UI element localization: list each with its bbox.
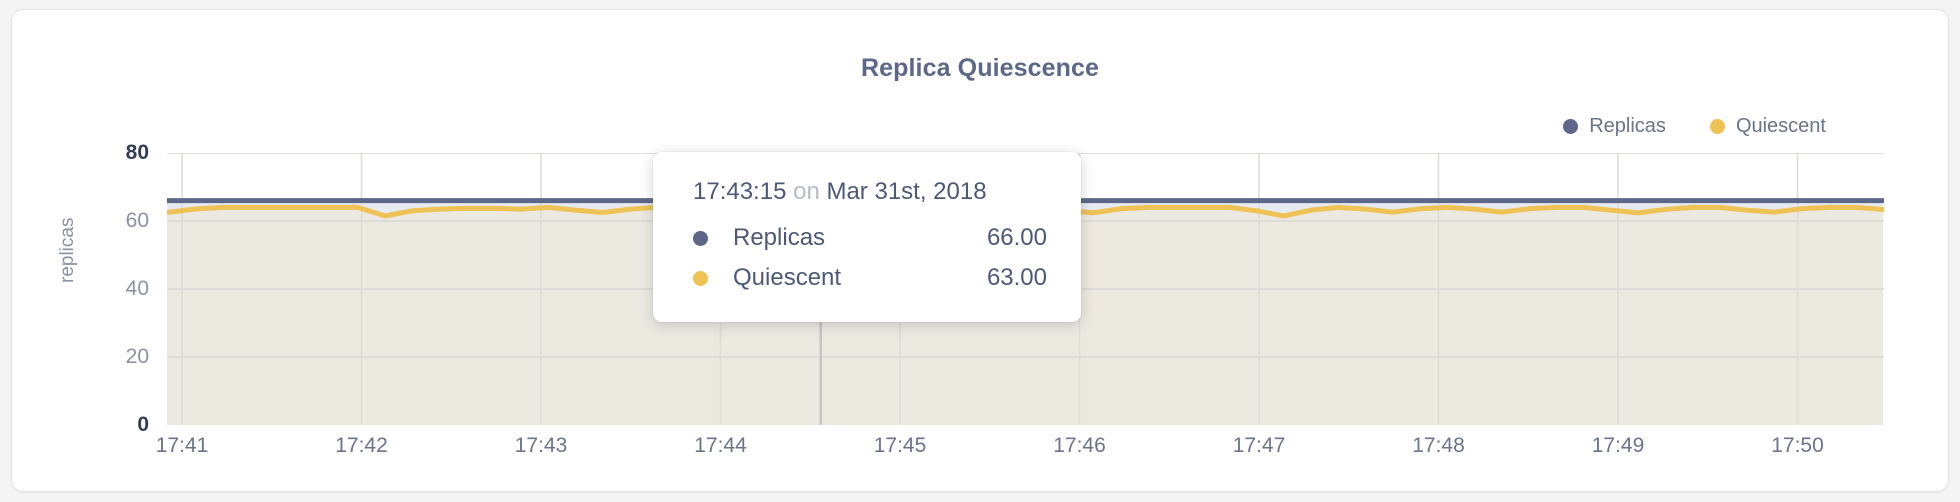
tooltip-series-name: Quiescent [733,264,842,291]
tooltip-date: Mar 31st, 2018 [826,178,987,205]
tooltip-series-value: 66.00 [986,224,1047,251]
legend-label: Replicas [1589,115,1666,137]
tooltip-series-name: Replicas [733,224,826,251]
tooltip-conjunction: on [793,178,820,205]
chart-legend: Replicas Quiescent [1563,115,1826,138]
legend-label: Quiescent [1735,115,1826,137]
y-axis-title: replicas [57,217,78,283]
series-dot-icon [693,230,708,246]
hover-tooltip: 17:43:15 on Mar 31st, 2018 Replicas 66.0… [653,152,1081,322]
x-tick-label: 17:48 [1412,434,1465,457]
tooltip-row-replicas: Replicas 66.00 [693,218,1047,258]
x-tick-label: 17:41 [155,434,209,457]
legend-dot-icon [1709,119,1725,134]
y-tick-label: 20 [125,345,149,368]
x-tick-label: 17:42 [335,434,388,457]
tooltip-time: 17:43:15 [693,178,787,205]
y-tick-label: 0 [137,413,149,436]
y-tick-label: 60 [125,209,149,232]
legend-item-replicas[interactable]: Replicas [1563,115,1666,138]
x-tick-label: 17:44 [694,434,747,457]
tooltip-timestamp: 17:43:15 on Mar 31st, 2018 [693,178,1047,206]
x-tick-label: 17:49 [1591,434,1645,457]
legend-item-quiescent[interactable]: Quiescent [1709,115,1826,138]
x-tick-label: 17:50 [1771,434,1824,457]
y-tick-label: 40 [125,277,149,300]
x-tick-label: 17:46 [1053,434,1106,457]
series-dot-icon [693,270,708,286]
x-tick-label: 17:45 [873,434,927,457]
x-tick-label: 17:43 [514,434,568,457]
chart-title: Replica Quiescence [860,54,1100,82]
y-tick-label: 80 [125,141,149,164]
tooltip-series-value: 63.00 [986,264,1047,291]
tooltip-row-quiescent: Quiescent 63.00 [693,258,1047,298]
chart-card: Replica Quiescence Replicas Quiescent re… [11,9,1949,492]
x-tick-label: 17:47 [1232,434,1286,457]
legend-dot-icon [1563,119,1579,134]
